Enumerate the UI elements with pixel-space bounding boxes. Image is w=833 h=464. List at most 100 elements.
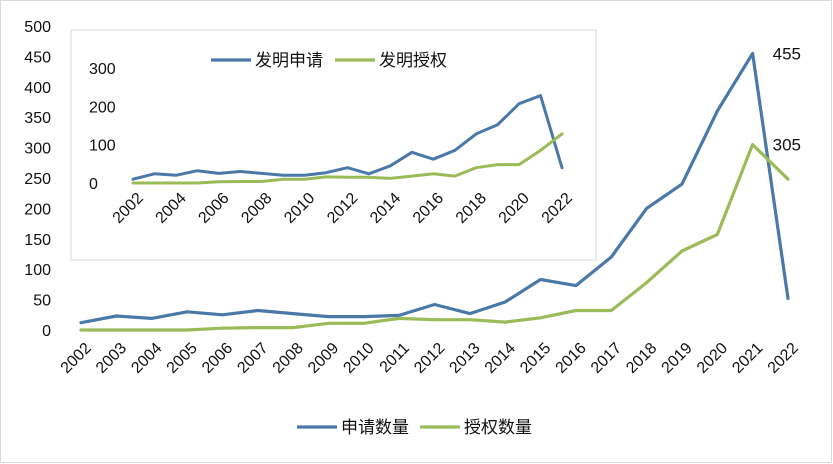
main-series-2-point xyxy=(397,317,401,320)
main-series-2-point xyxy=(610,309,613,312)
inset-series-1-point xyxy=(153,172,156,175)
inset-series-2-point xyxy=(367,176,371,179)
main-y-tick-label: 500 xyxy=(24,19,51,36)
main-series-1-point xyxy=(468,312,472,315)
main-y-tick-label: 50 xyxy=(33,293,51,310)
main-series-2-point xyxy=(468,318,472,321)
inset-series-1-point xyxy=(196,169,199,172)
main-series-2-point xyxy=(362,322,365,325)
inset-series-1-point xyxy=(496,123,499,126)
inset-series-2-point xyxy=(517,163,521,166)
data-label-peak-grants: 305 xyxy=(773,136,801,155)
main-series-2-point xyxy=(645,281,648,284)
main-y-tick-label: 400 xyxy=(24,80,51,97)
main-y-tick-label: 300 xyxy=(24,141,51,158)
main-series-2-point xyxy=(79,328,83,332)
main-series-2-point xyxy=(716,233,719,236)
main-series-1-point xyxy=(574,284,578,287)
inset-series-1-point xyxy=(453,149,456,152)
inset-series-1-point xyxy=(281,174,285,177)
inset-series-1-point xyxy=(346,166,349,169)
main-y-tick-label: 450 xyxy=(24,49,51,66)
main-series-2-point xyxy=(574,309,578,312)
main-series-1-point xyxy=(397,314,401,317)
main-series-2-point xyxy=(291,326,295,329)
main-series-2-point xyxy=(751,143,754,146)
inset-series-2-point xyxy=(303,177,306,181)
inset-y-tick-label: 300 xyxy=(89,61,116,78)
inset-series-2-point xyxy=(539,149,542,152)
main-series-2-point xyxy=(150,328,153,332)
main-series-1-point xyxy=(433,303,436,306)
inset-series-1-point xyxy=(174,174,178,177)
inset-series-2-point xyxy=(174,181,178,185)
inset-series-2-point xyxy=(389,177,392,180)
main-series-1-point xyxy=(610,255,613,259)
inset-series-2-point xyxy=(432,172,435,175)
inset-series-1-point xyxy=(260,172,263,175)
inset-series-2-point xyxy=(196,181,199,185)
main-y-tick-label: 250 xyxy=(24,171,51,188)
inset-series-2-point xyxy=(281,177,285,181)
inset-series-2-point xyxy=(217,180,220,184)
main-series-1-point xyxy=(680,182,684,186)
main-series-2-point xyxy=(786,178,790,181)
main-series-2-point xyxy=(680,249,684,253)
main-series-1-point xyxy=(291,312,295,315)
inset-legend-label-1: 发明申请 xyxy=(255,51,323,71)
main-series-2-point xyxy=(221,326,224,330)
main-series-1-point xyxy=(716,109,719,113)
main-series-2-point xyxy=(433,318,436,321)
main-series-2-point xyxy=(504,320,507,324)
main-series-1-point xyxy=(221,313,224,316)
main-series-2-point xyxy=(185,328,189,332)
inset-series-1-point xyxy=(475,132,478,136)
main-y-tick-label: 0 xyxy=(42,323,51,340)
inset-series-1-point xyxy=(517,102,521,105)
main-series-1-point xyxy=(504,300,507,304)
inset-series-1-point xyxy=(367,172,371,175)
main-series-1-point xyxy=(327,315,330,318)
inset-series-1-point xyxy=(432,158,435,161)
inset-series-1-point xyxy=(131,177,135,181)
inset-chart-frame xyxy=(70,29,597,261)
main-legend-label-1: 申请数量 xyxy=(341,418,409,438)
main-legend-label-2: 授权数量 xyxy=(464,418,532,438)
main-y-tick-label: 350 xyxy=(24,110,51,127)
main-series-1-point xyxy=(256,309,259,312)
inset-series-1-point xyxy=(560,166,564,169)
main-y-tick-label: 100 xyxy=(24,262,51,279)
main-series-2-point xyxy=(327,322,330,325)
inset-series-2-point xyxy=(153,181,156,185)
main-series-2-point xyxy=(539,316,542,320)
main-y-tick-label: 150 xyxy=(24,232,51,249)
inset-y-tick-label: 100 xyxy=(89,138,116,155)
inset-series-2-point xyxy=(475,166,478,169)
inset-series-2-point xyxy=(346,176,349,179)
main-series-2-point xyxy=(256,326,259,329)
inset-series-1-point xyxy=(217,172,220,175)
main-series-1-point xyxy=(185,310,189,313)
main-series-1-point xyxy=(115,314,118,318)
inset-y-tick-label: 0 xyxy=(89,176,98,193)
inset-series-1-point xyxy=(389,164,392,167)
inset-series-2-point xyxy=(239,180,242,183)
main-series-1-point xyxy=(645,207,648,210)
inset-series-2-point xyxy=(324,175,328,179)
inset-series-2-point xyxy=(410,174,414,178)
main-series-1-point xyxy=(362,315,365,318)
inset-series-2-point xyxy=(453,174,456,178)
main-series-2-point xyxy=(115,328,118,332)
inset-series-1-point xyxy=(239,170,242,173)
inset-y-tick-label: 200 xyxy=(89,99,116,116)
inset-series-1-point xyxy=(410,151,414,154)
inset-series-2-point xyxy=(560,132,564,136)
inset-series-2-point xyxy=(496,163,499,166)
main-series-1-point xyxy=(786,297,790,300)
inset-series-1-point xyxy=(539,94,542,97)
inset-series-2-point xyxy=(131,181,135,185)
inset-series-2-point xyxy=(260,180,263,183)
main-series-1-point xyxy=(751,52,754,55)
